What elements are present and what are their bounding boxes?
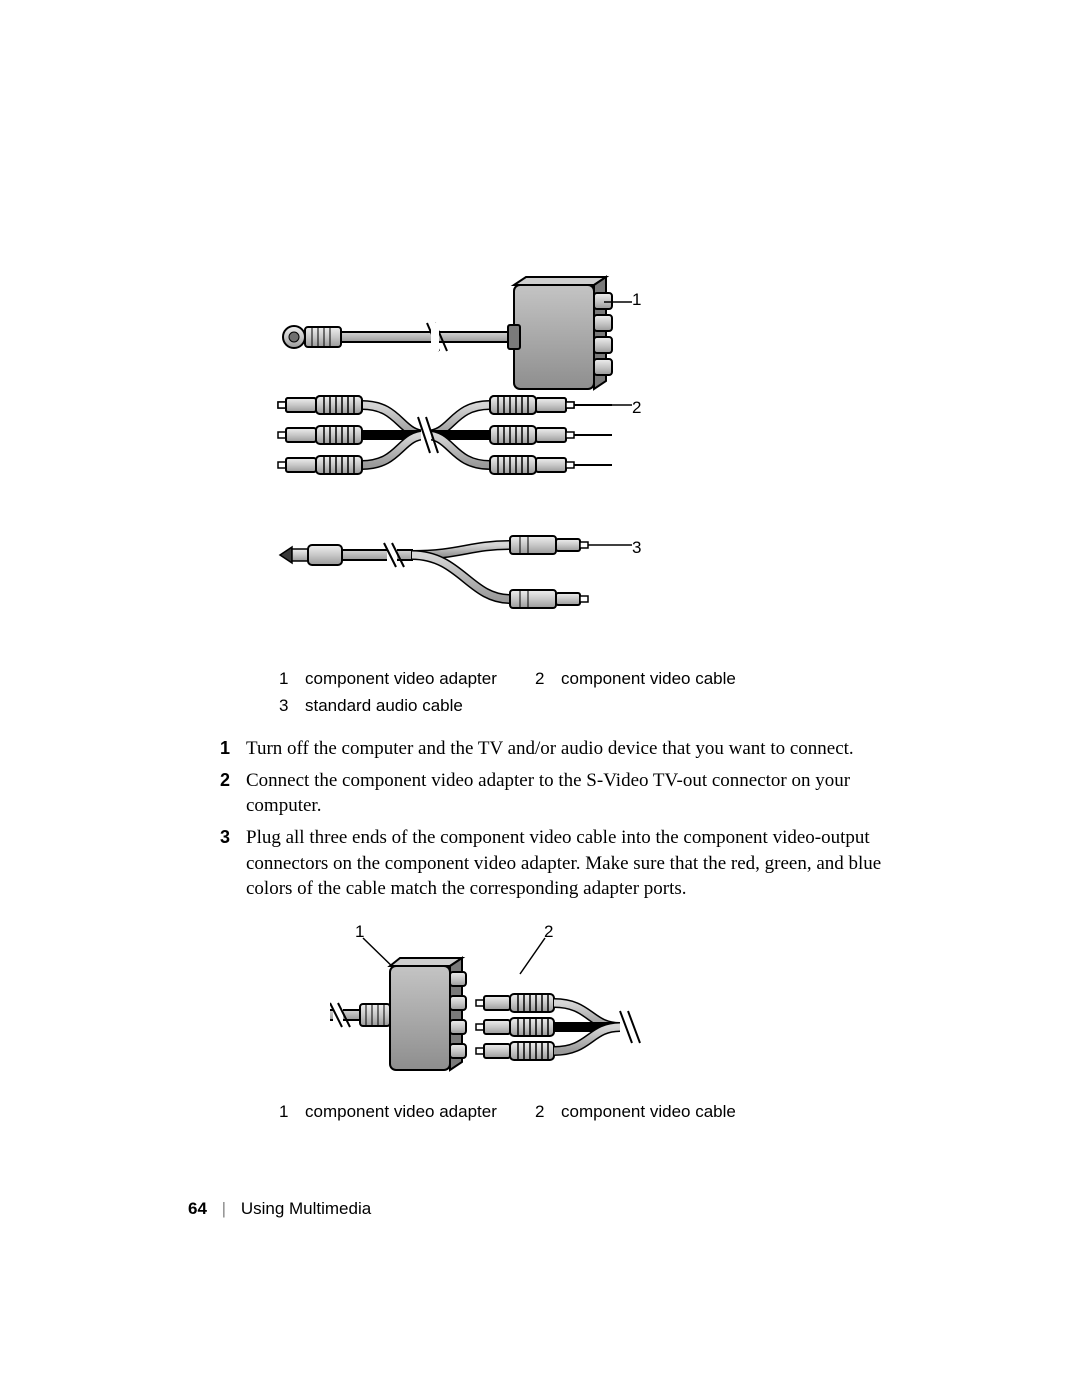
legend-label: standard audio cable — [305, 692, 535, 719]
page-footer: 64 | Using Multimedia — [188, 1199, 371, 1219]
legend-num: 2 — [535, 665, 561, 692]
legend-num: 1 — [279, 1098, 305, 1125]
legend-num: 2 — [535, 1098, 561, 1125]
legend-num: 3 — [279, 692, 305, 719]
figure-2 — [330, 930, 670, 1090]
step-text: Turn off the computer and the TV and/or … — [246, 736, 920, 762]
legend-label: component video cable — [561, 665, 791, 692]
step-number: 1 — [220, 736, 246, 762]
step: 2 Connect the component video adapter to… — [220, 768, 920, 819]
fig1-callout-3: 3 — [632, 538, 641, 558]
footer-section: Using Multimedia — [241, 1199, 371, 1218]
legend-label: component video cable — [561, 1098, 791, 1125]
legend-label: component video adapter — [305, 665, 535, 692]
page: 1 2 3 1 component video adapter 2 compon… — [0, 0, 1080, 1397]
footer-separator: | — [222, 1199, 226, 1218]
step-number: 3 — [220, 825, 246, 902]
fig2-legend: 1 component video adapter 2 component vi… — [279, 1098, 791, 1125]
steps-list: 1 Turn off the computer and the TV and/o… — [220, 736, 920, 908]
fig2-callout-1: 1 — [355, 922, 364, 942]
page-number: 64 — [188, 1199, 207, 1218]
component-cable-triple — [278, 396, 632, 474]
step-number: 2 — [220, 768, 246, 819]
fig2-callout-2: 2 — [544, 922, 553, 942]
step-text: Connect the component video adapter to t… — [246, 768, 920, 819]
fig1-legend: 1 component video adapter 2 component vi… — [279, 665, 791, 719]
audio-y-cable — [280, 536, 632, 608]
fig1-callout-2: 2 — [632, 398, 641, 418]
legend-num: 1 — [279, 665, 305, 692]
figure-1 — [270, 275, 650, 655]
step: 1 Turn off the computer and the TV and/o… — [220, 736, 920, 762]
fig1-callout-1: 1 — [632, 290, 641, 310]
adapter-assembly — [283, 277, 632, 389]
step-text: Plug all three ends of the component vid… — [246, 825, 920, 902]
step: 3 Plug all three ends of the component v… — [220, 825, 920, 902]
legend-label: component video adapter — [305, 1098, 535, 1125]
